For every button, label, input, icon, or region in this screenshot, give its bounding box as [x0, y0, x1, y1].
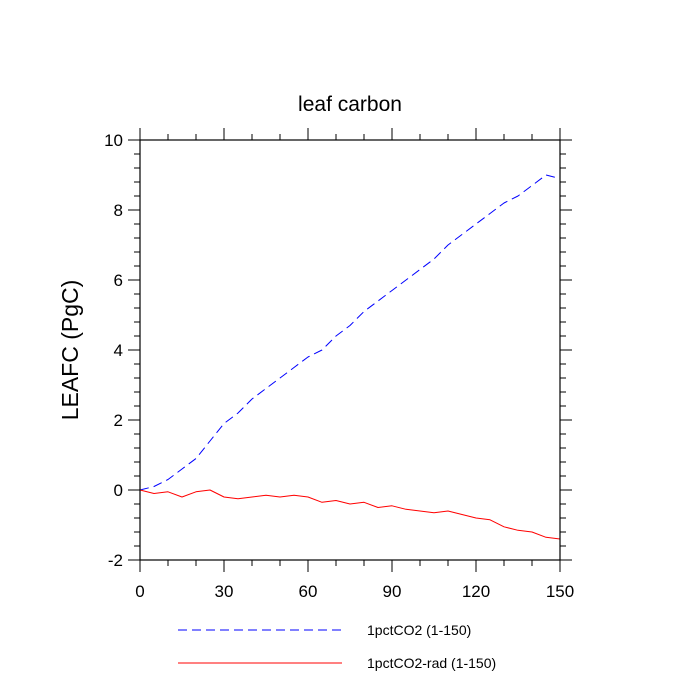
axes: 0 30 60 90 120 150 -2 0 2 4 6 8 10 [104, 128, 574, 601]
y-tick-label: 10 [104, 131, 123, 150]
legend-label-2: 1pctCO2-rad (1-150) [367, 655, 496, 671]
chart-title: leaf carbon [298, 93, 402, 116]
y-axis-label: LEAFC (PgC) [57, 280, 83, 421]
x-tick-label: 60 [299, 582, 318, 601]
plot-area [139, 174, 561, 540]
y-tick-label: 6 [114, 271, 123, 290]
x-tick-label: 120 [462, 582, 490, 601]
legend: 1pctCO2 (1-150) 1pctCO2-rad (1-150) [178, 622, 496, 671]
x-tick-label: 150 [546, 582, 574, 601]
series-line-2 [139, 489, 561, 540]
plot-frame [139, 139, 561, 561]
y-tick-label: -2 [108, 551, 123, 570]
y-tick-label: 8 [114, 201, 123, 220]
x-tick-label: 90 [383, 582, 402, 601]
y-tick-label: 2 [114, 411, 123, 430]
legend-label-1: 1pctCO2 (1-150) [367, 622, 471, 638]
y-tick-label: 0 [114, 481, 123, 500]
series-line-1 [139, 174, 561, 491]
x-tick-label: 30 [215, 582, 234, 601]
y-tick-label: 4 [114, 341, 123, 360]
x-tick-label: 0 [135, 582, 144, 601]
